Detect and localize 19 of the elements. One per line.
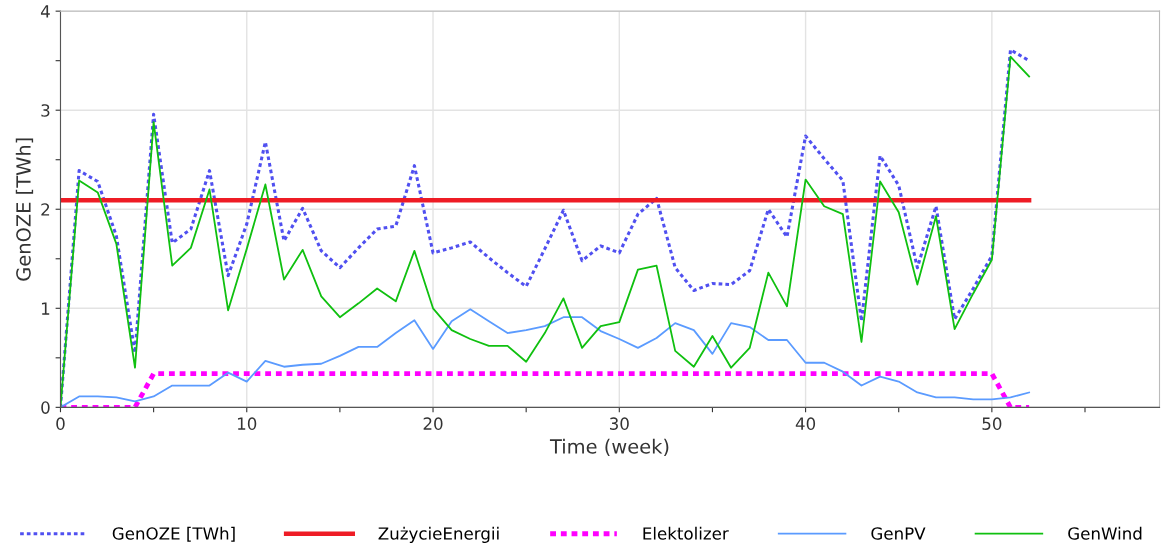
legend-label: Elektolizer xyxy=(643,526,729,540)
x-tick-label: 50 xyxy=(982,417,1002,430)
legend-label: GenOZE [TWh] xyxy=(112,526,235,542)
y-tick-label: 0 xyxy=(41,401,50,414)
y-tick-label: 4 xyxy=(40,5,50,18)
x-tick-label: 0 xyxy=(56,417,65,430)
y-axis-title: GenOZE [TWh] xyxy=(15,138,34,281)
y-tick-label: 3 xyxy=(41,104,50,117)
legend-label: GenPV xyxy=(871,527,926,540)
x-tick-label: 10 xyxy=(237,417,257,430)
x-tick-label: 40 xyxy=(795,417,816,430)
line-series xyxy=(60,308,1031,408)
x-axis-title: Time (week) xyxy=(549,438,669,457)
legend-label: ZużycieEnergii xyxy=(378,526,499,543)
legend-label: GenWind xyxy=(1068,526,1142,540)
y-tick-label: 1 xyxy=(41,302,50,315)
x-tick-label: 30 xyxy=(609,417,629,430)
x-tick-label: 20 xyxy=(423,417,443,430)
y-tick-label: 2 xyxy=(41,203,50,216)
